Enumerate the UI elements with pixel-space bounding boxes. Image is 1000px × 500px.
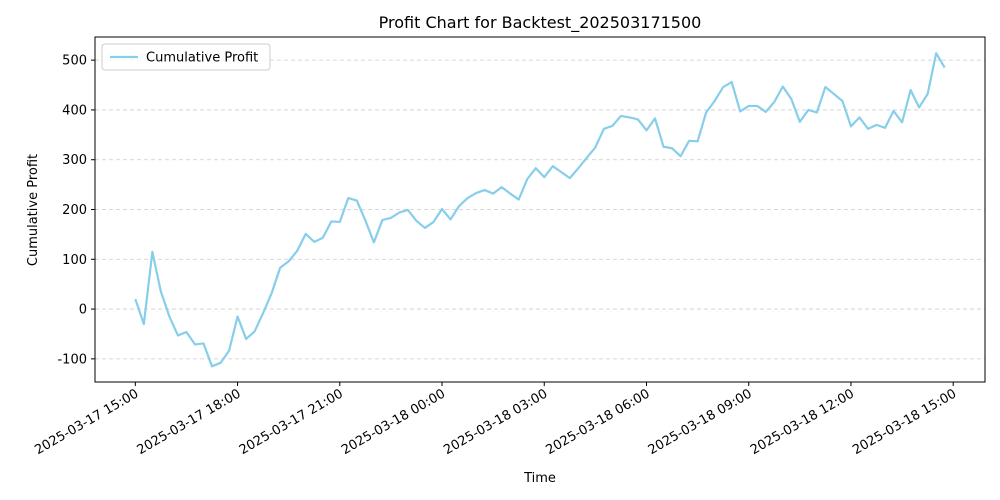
y-tick-label: 0 bbox=[79, 303, 87, 318]
legend-box bbox=[101, 43, 271, 71]
y-tick-label: 500 bbox=[62, 54, 87, 69]
line-series bbox=[134, 52, 946, 368]
y-tick-label: 100 bbox=[62, 253, 87, 268]
y-tick-label: 200 bbox=[62, 203, 87, 218]
y-axis-label: Cumulative Profit bbox=[26, 154, 41, 266]
x-axis-label: Time bbox=[523, 471, 556, 486]
y-tick-label: -100 bbox=[57, 352, 87, 367]
legend-label: Cumulative Profit bbox=[146, 51, 258, 66]
y-tick-label: 300 bbox=[62, 153, 87, 168]
axes-frame bbox=[94, 36, 986, 383]
chart-title: Profit Chart for Backtest_202503171500 bbox=[379, 13, 702, 33]
y-tick-label: 400 bbox=[62, 103, 87, 118]
